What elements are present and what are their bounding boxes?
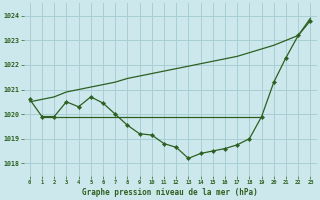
X-axis label: Graphe pression niveau de la mer (hPa): Graphe pression niveau de la mer (hPa) — [82, 188, 258, 197]
